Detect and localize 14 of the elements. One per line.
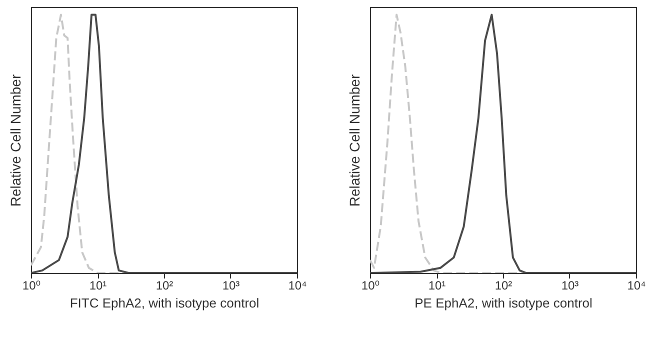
x-tick-label: 10¹ — [428, 278, 446, 292]
x-tick-label: 10⁰ — [22, 278, 41, 292]
y-axis-title: Relative Cell Number — [8, 74, 24, 207]
y-axis-title: Relative Cell Number — [346, 74, 362, 207]
x-tick-label: 10² — [494, 278, 512, 292]
x-axis-title: PE EphA2, with isotype control — [414, 296, 592, 310]
x-tick-label: 10⁴ — [288, 278, 307, 292]
x-tick-label: 10¹ — [89, 278, 107, 292]
x-tick-label: 10⁴ — [627, 278, 646, 292]
x-axis-title: FITC EphA2, with isotype control — [70, 296, 260, 310]
x-tick-label: 10³ — [561, 278, 579, 292]
x-tick-label: 10⁰ — [361, 278, 380, 292]
x-tick-label: 10³ — [222, 278, 240, 292]
x-tick-label: 10² — [156, 278, 174, 292]
